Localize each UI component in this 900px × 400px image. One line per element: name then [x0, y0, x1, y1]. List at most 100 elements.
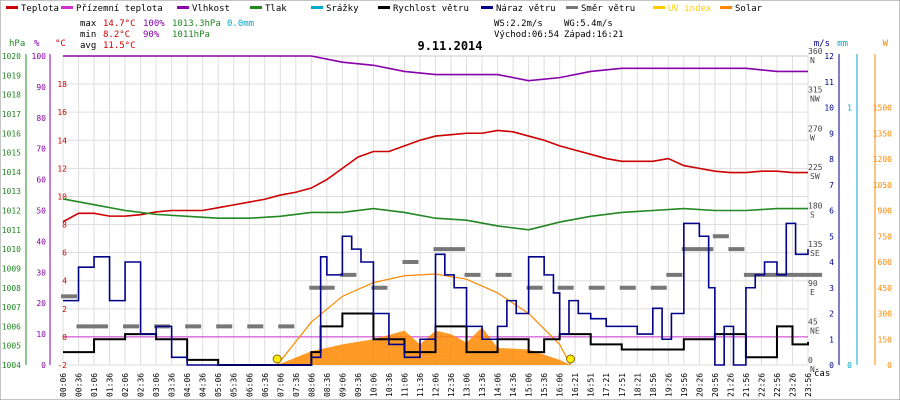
axis-tick-temp: -2 [57, 361, 67, 370]
axis-tick-dir: 0 [808, 356, 813, 365]
wind-direction-point [371, 285, 388, 290]
x-tick-label: 14:36 [509, 373, 518, 397]
legend-swatch [566, 6, 578, 9]
wind-direction-point [728, 247, 745, 252]
wind-direction-point [743, 272, 760, 277]
axis-tick-ms: 11 [824, 78, 834, 87]
x-tick-label: 05:06 [214, 373, 223, 397]
legend-label: Náraz větru [496, 4, 556, 14]
axis-tick-hpa: 1015 [2, 149, 21, 158]
x-tick-label: 00:06 [59, 373, 68, 397]
axis-tick-w: 1200 [873, 155, 892, 164]
stats-rain: 0.0mm [227, 19, 254, 29]
legend-label: Tlak [265, 4, 287, 14]
axis-tick-dir-name: SE [810, 249, 820, 258]
wind-direction-point [309, 285, 326, 290]
axis-tick-hpa: 1011 [2, 226, 21, 235]
axis-tick-dir: 270 [808, 124, 823, 133]
x-tick-label: 22:26 [757, 373, 766, 397]
x-tick-label: 12:06 [432, 373, 441, 397]
series-tlak [62, 198, 808, 231]
x-tick-label: 03:06 [152, 373, 161, 397]
axis-tick-dir: 225 [808, 163, 823, 172]
axis-tick-hpa: 1020 [2, 52, 21, 61]
axis-tick-hpa: 1019 [2, 71, 21, 80]
axis-tick-dir: 90 [808, 279, 818, 288]
x-tick-label: 01:06 [90, 373, 99, 397]
stats-min-press: 1011hPa [172, 30, 210, 40]
x-tick-label: 02:36 [137, 373, 146, 397]
axis-tick-hum: 0 [41, 361, 46, 370]
wind-direction-point [790, 272, 807, 277]
axis-tick-temp: 12 [57, 164, 67, 173]
x-tick-label: 22:56 [773, 373, 782, 397]
legend-swatch [720, 6, 732, 9]
stats-max-hum: 100% [143, 19, 165, 29]
wind-direction-point [61, 294, 77, 299]
legend-swatch [177, 6, 189, 9]
x-tick-label: 19:26 [664, 373, 673, 397]
axis-tick-w: 0 [887, 361, 892, 370]
axis-tick-dir-name: SW [810, 172, 820, 181]
axis-label-ms: m/s [814, 39, 830, 49]
x-tick-label: 02:06 [121, 373, 130, 397]
wind-direction-point [588, 285, 605, 290]
x-tick-label: 04:06 [183, 373, 192, 397]
wind-direction-point [247, 324, 264, 329]
axis-tick-ms: 5 [829, 232, 834, 241]
axis-tick-hpa: 1006 [2, 322, 21, 331]
axis-tick-temp: 4 [62, 277, 67, 286]
axis-tick-dir: 45 [808, 317, 818, 326]
x-tick-label: 05:36 [230, 373, 239, 397]
axis-tick-dir-name: NE [810, 326, 820, 335]
legend-label: Přízemní teplota [76, 4, 163, 14]
x-tick-label: 06:06 [245, 373, 254, 397]
axis-tick-w: 1350 [873, 129, 892, 138]
stats-min-label: min [80, 30, 96, 40]
wind-direction-point [464, 272, 481, 277]
axis-label-hpa: hPa [9, 39, 25, 49]
x-tick-label: 10:06 [369, 373, 378, 397]
axis-tick-dir: 315 [808, 86, 823, 95]
x-tick-label: 15:06 [525, 373, 534, 397]
axis-tick-temp: 10 [57, 192, 67, 201]
x-tick-label: 18:21 [633, 373, 642, 397]
wind-direction-point [681, 247, 698, 252]
stats-max-label: max [80, 19, 97, 29]
axis-tick-ms: 8 [829, 155, 834, 164]
series-vlhkost [63, 55, 808, 82]
wind-direction-point [806, 272, 822, 277]
x-axis-unit: čas [814, 368, 830, 379]
wind-direction-point [185, 324, 202, 329]
x-tick-label: 17:21 [602, 373, 611, 397]
stats-avg-temp: 11.5°C [103, 41, 136, 51]
x-tick-label: 09:06 [338, 373, 347, 397]
axis-tick-w: 450 [878, 284, 893, 293]
legend-swatch [311, 6, 323, 9]
x-tick-label: 23:26 [788, 373, 797, 397]
axis-label-w: W [883, 39, 889, 49]
axis-tick-hpa: 1004 [2, 361, 21, 370]
legend-label: Vlhkost [192, 4, 230, 14]
axis-label-hum: % [34, 39, 40, 49]
axis-tick-ms: 9 [829, 129, 834, 138]
chart-title: 9.11.2014 [417, 39, 482, 53]
wind-direction-point [402, 260, 419, 264]
legend-label: UV index [668, 4, 712, 14]
axis-tick-hum: 30 [36, 268, 46, 277]
legend-label: Směr větru [581, 4, 635, 14]
series-náraz-větru [63, 222, 809, 366]
axis-tick-hum: 60 [36, 176, 46, 185]
wind-direction-point [526, 285, 543, 290]
x-tick-label: 13:36 [478, 373, 487, 397]
axis-tick-ms: 10 [824, 104, 834, 113]
x-tick-label: 16:51 [587, 373, 596, 397]
axis-tick-ms: 0 [829, 361, 834, 370]
x-tick-label: 13:06 [463, 373, 472, 397]
x-tick-label: 21:26 [726, 373, 735, 397]
x-tick-label: 07:36 [292, 373, 301, 397]
wind-direction-point [495, 272, 512, 277]
legend-swatch [378, 6, 390, 9]
axis-tick-temp: 6 [62, 249, 67, 258]
wind-direction-point [666, 272, 683, 277]
